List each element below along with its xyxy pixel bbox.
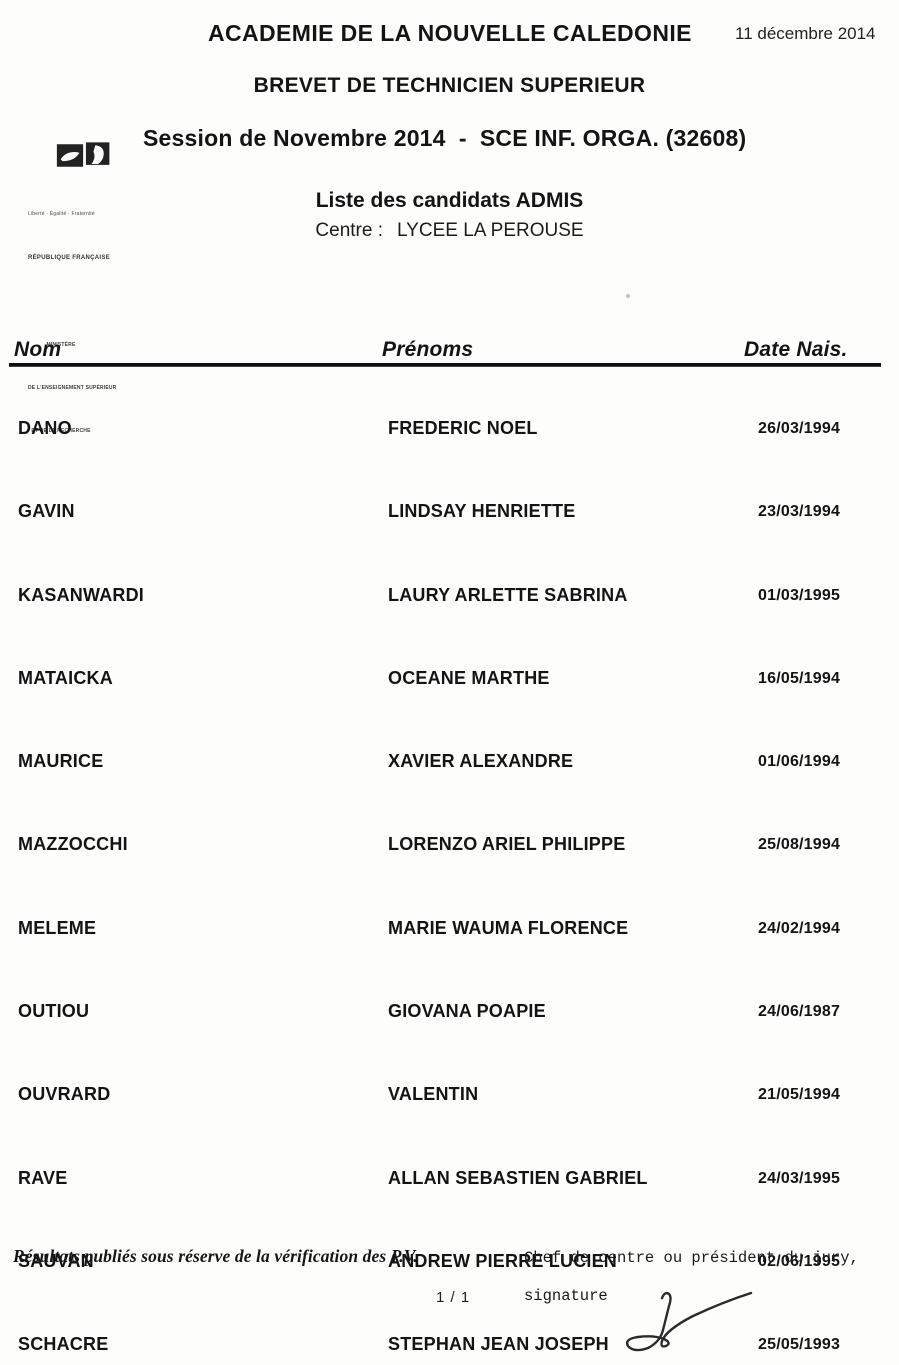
candidate-date-naissance: 24/06/1987 — [758, 1003, 841, 1021]
candidate-prenoms: ALLAN SEBASTIEN GABRIEL — [388, 1167, 648, 1188]
candidate-nom: MAZZOCCHI — [18, 834, 128, 855]
ministry-line: ET DE LA RECHERCHE — [31, 428, 91, 434]
academy-title: ACADEMIE DE LA NOUVELLE CALEDONIE — [208, 20, 692, 46]
column-header-prenoms: Prénoms — [382, 338, 474, 361]
candidate-prenoms: MARIE WAUMA FLORENCE — [388, 917, 629, 938]
results-disclaimer: Résultats publiés sous réserve de la vér… — [13, 1246, 418, 1266]
candidate-prenoms: STEPHAN JEAN JOSEPH — [388, 1334, 609, 1355]
candidate-date-naissance: 21/05/1994 — [758, 1086, 841, 1104]
table-row: MATAICKA OCEANE MARTHE 16/05/1994 — [0, 666, 899, 695]
candidate-nom: SCHACRE — [18, 1334, 109, 1355]
candidate-date-naissance: 01/03/1995 — [758, 586, 841, 604]
logo-republic: RÉPUBLIQUE FRANÇAISE — [28, 255, 111, 261]
table-header-rule — [9, 363, 881, 367]
handwritten-signature — [600, 1266, 763, 1365]
candidate-prenoms: VALENTIN — [388, 1084, 479, 1105]
scan-artifact-dot — [626, 294, 630, 298]
candidate-date-naissance: 25/08/1994 — [758, 836, 841, 854]
session-title: Session de Novembre 2014 - SCE INF. ORGA… — [143, 125, 747, 151]
table-row: OUTIOU GIOVANA POAPIE 24/06/1987 — [0, 999, 899, 1028]
candidate-nom: SAUVAN — [18, 1250, 94, 1271]
column-header-nom: Nom — [14, 338, 62, 361]
candidate-date-naissance: 02/06/1995 — [758, 1252, 841, 1270]
candidate-date-naissance: 01/06/1994 — [758, 753, 841, 771]
candidate-prenoms: LORENZO ARIEL PHILIPPE — [388, 834, 626, 855]
candidate-date-naissance: 23/03/1994 — [758, 503, 841, 521]
candidate-prenoms: LAURY ARLETTE SABRINA — [388, 584, 628, 605]
table-row: MAZZOCCHI LORENZO ARIEL PHILIPPE 25/08/1… — [0, 832, 899, 861]
candidate-nom: OUVRARD — [18, 1084, 111, 1105]
candidate-nom: OUTIOU — [18, 1001, 90, 1022]
table-row: RAVE ALLAN SEBASTIEN GABRIEL 24/03/1995 — [0, 1166, 899, 1195]
candidate-nom: RAVE — [18, 1167, 68, 1188]
candidate-date-naissance: 24/03/1995 — [758, 1169, 841, 1187]
candidate-date-naissance: 26/03/1994 — [758, 420, 841, 437]
centre-label: Centre : — [315, 220, 384, 241]
signature-label: signature — [524, 1287, 608, 1305]
candidate-nom: GAVIN — [18, 501, 75, 522]
candidate-nom: DANO — [18, 418, 72, 438]
candidate-prenoms: OCEANE MARTHE — [388, 667, 550, 688]
table-row: SCHACRE STEPHAN JEAN JOSEPH 25/05/1993 — [0, 1332, 899, 1361]
candidate-prenoms: ANDREW PIERRE LUCIEN — [388, 1250, 618, 1271]
candidates-table: DANO FREDERIC NOEL 26/03/1994 GAVIN LIND… — [0, 380, 899, 1365]
signatory-line: Chef de centre ou président du jury, — [524, 1249, 859, 1267]
candidate-prenoms: FREDERIC NOEL — [388, 418, 538, 438]
candidate-prenoms: GIOVANA POAPIE — [388, 1001, 546, 1022]
candidate-prenoms: XAVIER ALEXANDRE — [388, 751, 574, 772]
table-row: GAVIN LINDSAY HENRIETTE 23/03/1994 — [0, 499, 899, 528]
candidate-date-naissance: 24/02/1994 — [758, 919, 841, 937]
table-row: MAURICE XAVIER ALEXANDRE 01/06/1994 — [0, 749, 899, 778]
column-header-date-nais: Date Nais. — [744, 338, 848, 361]
candidate-nom: MAURICE — [18, 751, 104, 772]
centre-line: Centre : LYCEE LA PEROUSE — [0, 220, 899, 242]
candidate-date-naissance: 25/05/1993 — [758, 1336, 841, 1354]
ministry-logo: Liberté · Égalité · Fraternité RÉPUBLIQU… — [28, 106, 116, 507]
candidate-date-naissance: 16/05/1994 — [758, 669, 841, 687]
candidate-nom: MATAICKA — [18, 667, 113, 688]
table-row: OUVRARD VALENTIN 21/05/1994 — [0, 1082, 899, 1111]
page-number: 1 / 1 — [436, 1289, 471, 1306]
logo-motto: Liberté · Égalité · Fraternité — [28, 211, 95, 217]
table-row: MELEME MARIE WAUMA FLORENCE 24/02/1994 — [0, 916, 899, 945]
table-row: DANO FREDERIC NOEL 26/03/1994 — [0, 416, 899, 445]
republique-francaise-icon — [28, 142, 115, 191]
candidate-nom: KASANWARDI — [18, 584, 144, 605]
list-title: Liste des candidats ADMIS — [315, 189, 584, 212]
candidate-nom: MELEME — [18, 917, 97, 938]
print-date: 11 décembre 2014 — [735, 24, 876, 43]
ministry-line: MINISTÈRE — [46, 342, 76, 348]
table-row: SAUVAN ANDREW PIERRE LUCIEN 02/06/1995 — [0, 1249, 899, 1278]
centre-name: LYCEE LA PEROUSE — [397, 220, 584, 241]
table-row: KASANWARDI LAURY ARLETTE SABRINA 01/03/1… — [0, 583, 899, 612]
candidate-prenoms: LINDSAY HENRIETTE — [388, 501, 576, 522]
diploma-title: BREVET DE TECHNICIEN SUPERIEUR — [253, 74, 646, 97]
